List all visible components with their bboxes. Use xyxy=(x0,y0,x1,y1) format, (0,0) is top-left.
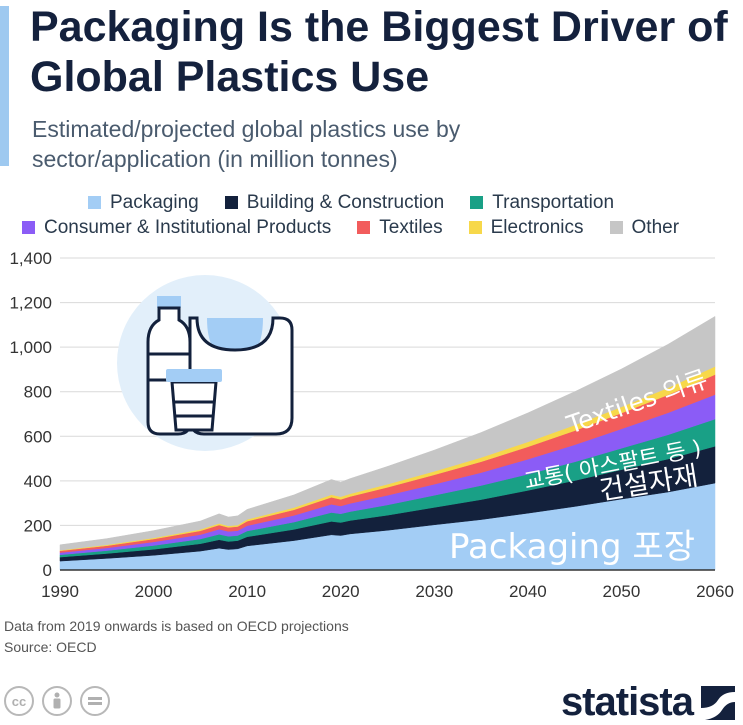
legend-label: Consumer & Institutional Products xyxy=(44,216,332,238)
y-tick-label: 1,000 xyxy=(9,338,52,357)
legend-swatch xyxy=(468,221,482,234)
legend-item: Packaging xyxy=(88,192,199,214)
source-note: Source: OECD xyxy=(4,639,97,655)
legend-item: Consumer & Institutional Products xyxy=(22,217,331,239)
legend-swatch xyxy=(88,196,101,209)
y-tick-label: 600 xyxy=(24,427,52,446)
legend-item: Building & Construction xyxy=(224,191,445,214)
legend-item: Textiles xyxy=(357,216,443,239)
legend-swatch xyxy=(609,221,623,234)
x-tick-label: 2060 xyxy=(696,582,734,601)
x-tick-label: 2050 xyxy=(603,582,641,601)
legend-item: Other xyxy=(609,216,680,239)
statista-brand[interactable]: statista xyxy=(561,680,735,725)
projection-note: Data from 2019 onwards is based on OECD … xyxy=(4,618,349,634)
attribution-icon[interactable] xyxy=(42,686,72,716)
legend-label: Building & Construction xyxy=(246,191,445,213)
area-other xyxy=(59,315,716,551)
legend-item: Electronics xyxy=(468,216,584,239)
legend-swatch xyxy=(224,196,238,209)
x-tick-label: 2020 xyxy=(322,582,360,601)
brand-name: statista xyxy=(560,680,694,724)
chart-title: Packaging Is the Biggest Driver of Globa… xyxy=(30,3,728,101)
legend-swatch xyxy=(22,221,35,234)
legend-swatch xyxy=(357,221,371,234)
x-tick-label: 2010 xyxy=(228,582,266,601)
title-accent-bar xyxy=(0,6,9,166)
x-tick-label: 2000 xyxy=(135,582,173,601)
y-tick-label: 0 xyxy=(43,561,52,580)
no-derivatives-icon[interactable] xyxy=(80,686,110,716)
y-tick-label: 1,200 xyxy=(9,294,52,313)
legend-label: Transportation xyxy=(492,191,615,213)
legend: Packaging Building & Construction Transpor… xyxy=(22,190,737,240)
x-tick-label: 2030 xyxy=(415,582,453,601)
legend-swatch xyxy=(470,196,484,209)
stacked-area-chart: 0 200 400 600 800 1,000 1,200 1,400 1990 2000 2010… xyxy=(9,250,734,601)
y-tick-label: 200 xyxy=(24,516,52,535)
footnote: Data from 2019 onwards is based on OECD … xyxy=(4,616,349,658)
legend-item: Transportation xyxy=(470,192,614,214)
y-tick-label: 400 xyxy=(24,472,52,491)
legend-label: Packaging xyxy=(110,191,199,213)
creative-commons-icon[interactable]: cc xyxy=(4,686,34,716)
license-icons: cc xyxy=(4,686,110,716)
chart-annotation: Packaging 포장 xyxy=(449,527,695,567)
x-tick-label: 2040 xyxy=(509,582,547,601)
y-tick-label: 1,400 xyxy=(9,250,52,268)
statista-logo-icon xyxy=(701,685,735,720)
legend-label: Electronics xyxy=(490,216,584,238)
legend-label: Other xyxy=(631,216,680,238)
x-tick-label: 1990 xyxy=(41,582,79,601)
chart-subtitle: Estimated/projected global plastics use … xyxy=(32,116,461,172)
y-tick-label: 800 xyxy=(24,383,52,402)
packaging-illustration-icon xyxy=(117,275,294,451)
legend-label: Textiles xyxy=(379,216,443,238)
